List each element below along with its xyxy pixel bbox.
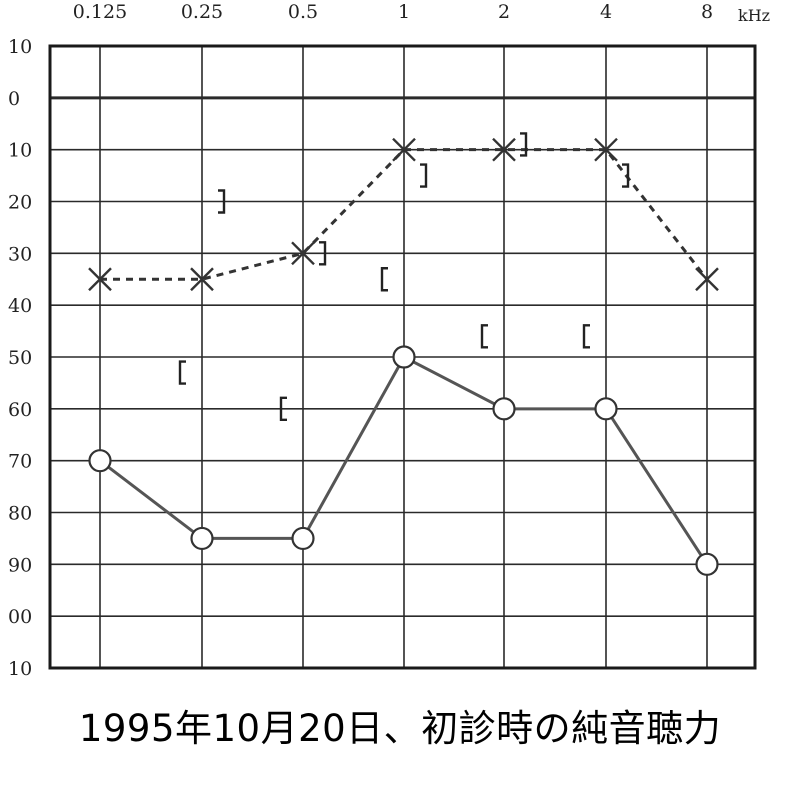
bone-conduction-open-bracket [178, 360, 186, 385]
x-tick-label: 0.125 [73, 1, 127, 23]
y-tick-label: 30 [8, 243, 32, 265]
x-marker [392, 137, 416, 162]
y-tick-label: 90 [8, 554, 32, 576]
x-tick-label: 0.25 [181, 1, 223, 23]
bone-conduction-open-bracket [279, 396, 287, 422]
audiogram-chart: 10 0 10 20 30 40 50 60 70 80 90 00 10 0.125 0.25 0.5 1 2 4… [8, 1, 770, 680]
y-tick-label: 00 [8, 606, 32, 628]
bone-conduction-close-bracket [319, 241, 327, 266]
bone-conduction-close-bracket [622, 163, 630, 188]
y-tick-label: 10 [8, 658, 32, 680]
bone-conduction-open-bracket [480, 324, 488, 349]
y-tick-label: 0 [8, 88, 20, 110]
x-marker [88, 267, 112, 292]
bone-conduction-close-bracket [420, 163, 428, 188]
y-tick-label: 10 [8, 140, 32, 162]
chart-caption: 1995年10月20日、初診時の純音聴力 [78, 707, 722, 750]
circle-marker [190, 526, 214, 551]
circle-marker [695, 552, 719, 576]
x-tick-label: 1 [398, 1, 410, 23]
x-marker [492, 137, 516, 162]
y-tick-label: 10 [8, 36, 32, 58]
x-marker [190, 267, 214, 292]
circle-marker [88, 449, 112, 473]
y-tick-label: 70 [8, 451, 32, 473]
circle-marker [492, 397, 516, 421]
y-tick-label: 60 [8, 399, 32, 421]
y-tick-label: 40 [8, 295, 32, 317]
circle-marker [392, 345, 416, 369]
x-marker [695, 267, 719, 292]
bone-conduction-open-bracket [380, 267, 388, 292]
bone-conduction-close-bracket [218, 189, 226, 214]
x-marker [291, 241, 315, 266]
x-tick-label: 4 [600, 1, 612, 23]
y-tick-label: 50 [8, 347, 32, 369]
y-tick-label: 80 [8, 503, 32, 525]
x-tick-label: 0.5 [288, 1, 318, 23]
x-unit-label: kHz [738, 6, 770, 25]
y-tick-label: 20 [8, 192, 32, 214]
bone-conduction-open-bracket [582, 324, 590, 349]
x-tick-label: 8 [701, 1, 713, 23]
plot-frame [48, 44, 757, 670]
circle-marker [291, 526, 315, 551]
bone-conduction-close-bracket [520, 132, 528, 157]
circle-marker [594, 397, 618, 421]
x-tick-label: 2 [498, 1, 510, 23]
x-marker [594, 137, 618, 162]
